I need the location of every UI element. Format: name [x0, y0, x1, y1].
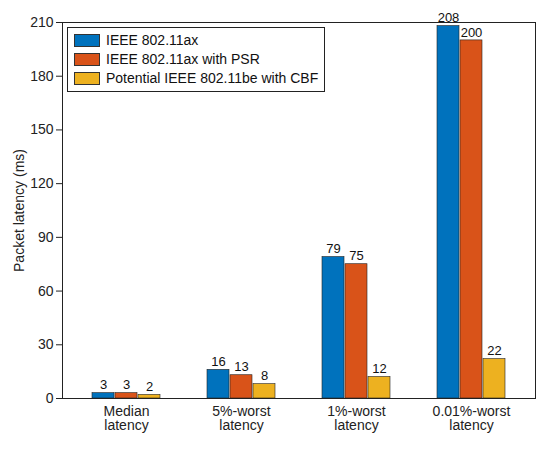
svg-text:22: 22 — [487, 343, 501, 358]
html-text:Potential IEEE 802.11be with C: Potential IEEE 802.11be with CBF — [106, 70, 319, 86]
svg-text:0: 0 — [46, 390, 54, 406]
svg-text:3: 3 — [100, 377, 107, 392]
svg-text:3: 3 — [123, 377, 130, 392]
svg-text:180: 180 — [30, 68, 54, 84]
svg-text:1%-worstlatency: 1%-worstlatency — [327, 403, 385, 433]
svg-text:90: 90 — [38, 229, 54, 245]
svg-text:208: 208 — [437, 10, 460, 26]
svg-text:60: 60 — [38, 283, 54, 299]
svg-text:8: 8 — [261, 368, 268, 383]
svg-text:12: 12 — [372, 361, 386, 376]
svg-text:150: 150 — [30, 121, 54, 137]
svg-text:Packet latency (ms): Packet latency (ms) — [11, 149, 27, 272]
svg-text:210: 210 — [30, 14, 54, 30]
svg-text:5%-worstlatency: 5%-worstlatency — [212, 403, 270, 433]
svg-text:2: 2 — [146, 379, 153, 394]
html-text:IEEE 802.11ax: IEEE 802.11ax — [106, 32, 199, 48]
svg-text:13: 13 — [234, 359, 248, 374]
svg-text:0.01%-worstlatency: 0.01%-worstlatency — [433, 403, 511, 433]
svg-text:200: 200 — [461, 25, 483, 40]
svg-text:120: 120 — [30, 175, 54, 191]
svg-text:30: 30 — [38, 336, 54, 352]
svg-text:75: 75 — [349, 248, 363, 263]
svg-text:Medianlatency: Medianlatency — [104, 403, 150, 433]
svg-text:79: 79 — [326, 241, 340, 256]
svg-text:16: 16 — [211, 354, 225, 369]
html-text:IEEE 802.11ax with PSR: IEEE 802.11ax with PSR — [106, 51, 260, 67]
